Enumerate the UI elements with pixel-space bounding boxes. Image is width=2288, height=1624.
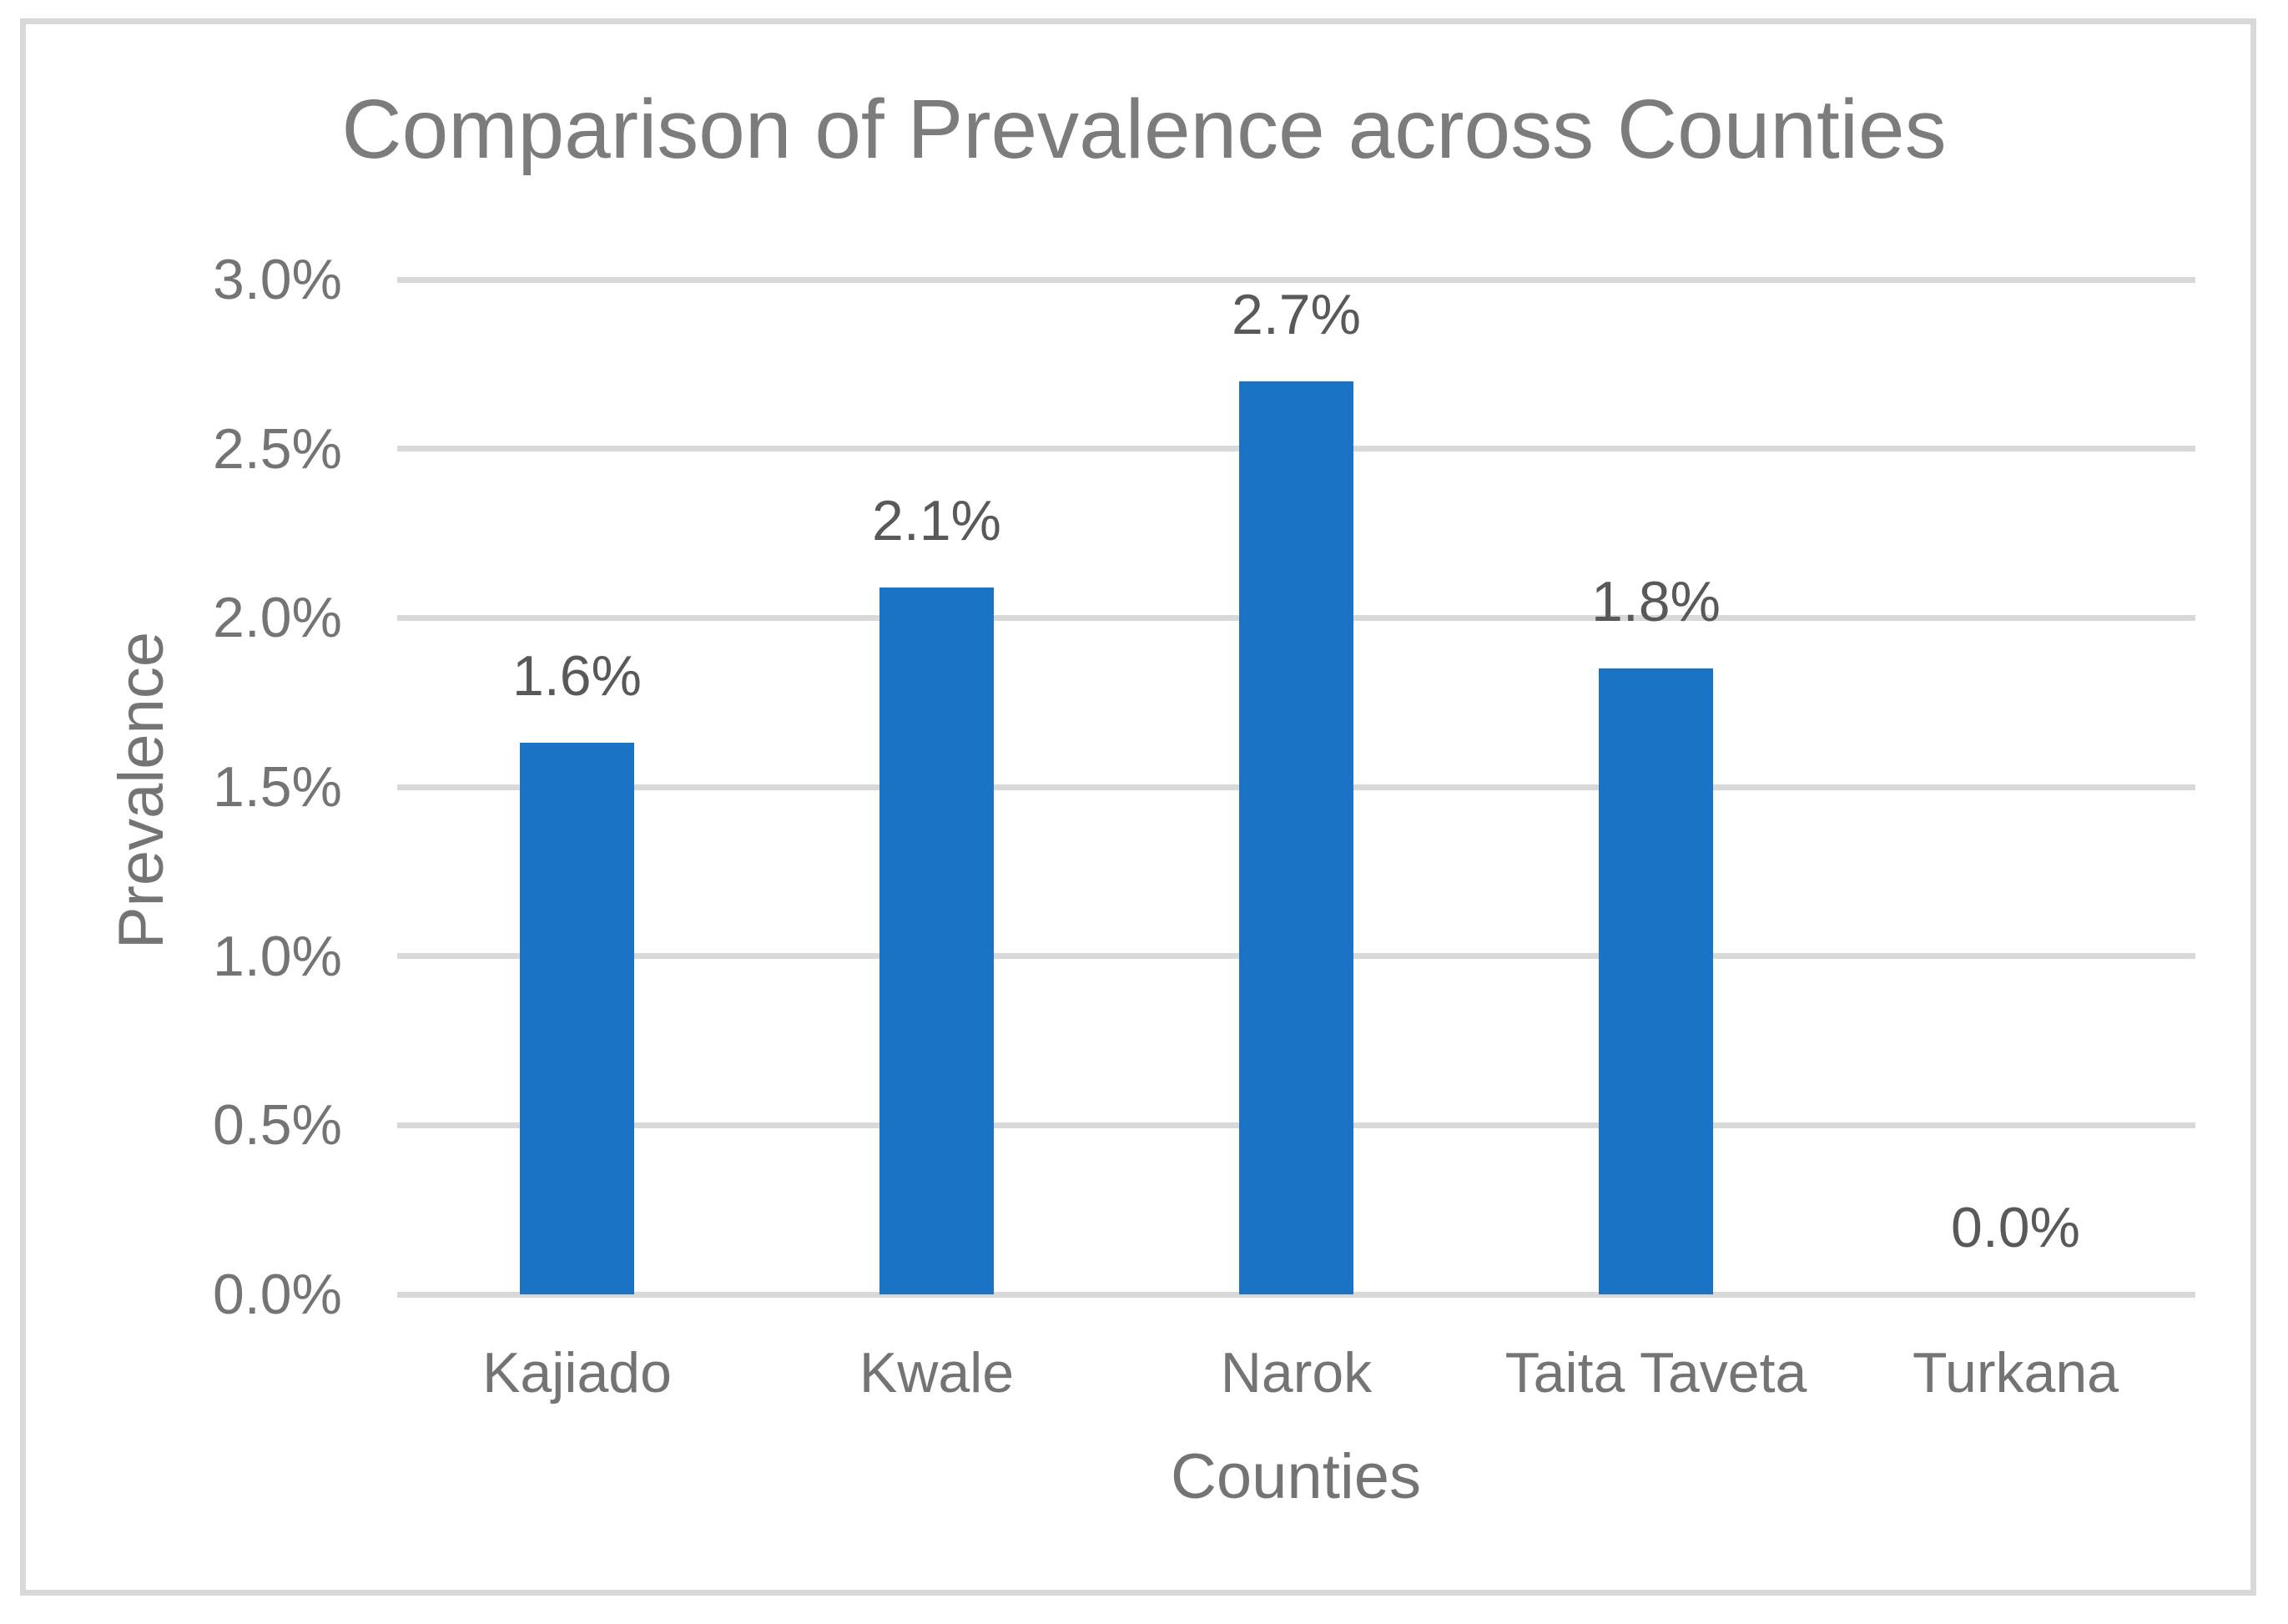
chart-title: Comparison of Prevalence across Counties [341, 83, 1947, 176]
data-label-kwale: 2.1% [872, 489, 1001, 552]
x-tick-label-kajiado: Kajiado [482, 1341, 672, 1405]
data-label-narok: 2.7% [1232, 283, 1361, 346]
data-label-kajiado: 1.6% [512, 644, 642, 708]
data-label-taita-taveta: 1.8% [1591, 570, 1721, 633]
y-tick-label: 2.0% [213, 586, 342, 650]
y-tick-label: 3.0% [213, 248, 342, 311]
y-tick-label: 0.0% [213, 1263, 342, 1326]
data-label-turkana: 0.0% [1951, 1196, 2080, 1259]
gridline-0.0% [397, 1291, 2195, 1298]
y-tick-label: 1.0% [213, 924, 342, 988]
y-tick-label: 2.5% [213, 416, 342, 481]
x-tick-label-turkana: Turkana [1913, 1341, 2119, 1405]
bar-narok [1239, 381, 1353, 1294]
bar-taita-taveta [1599, 668, 1713, 1294]
x-tick-label-narok: Narok [1220, 1341, 1373, 1405]
x-axis-title: Counties [1171, 1441, 1421, 1512]
bar-kajiado [520, 743, 634, 1294]
y-tick-label: 0.5% [213, 1093, 342, 1157]
x-tick-label-taita-taveta: Taita Taveta [1504, 1341, 1807, 1405]
chart-border [20, 18, 2256, 1596]
gridline-3.0% [397, 276, 2195, 283]
x-tick-label-kwale: Kwale [859, 1341, 1015, 1405]
y-tick-label: 1.5% [213, 755, 342, 819]
bar-kwale [879, 588, 994, 1294]
